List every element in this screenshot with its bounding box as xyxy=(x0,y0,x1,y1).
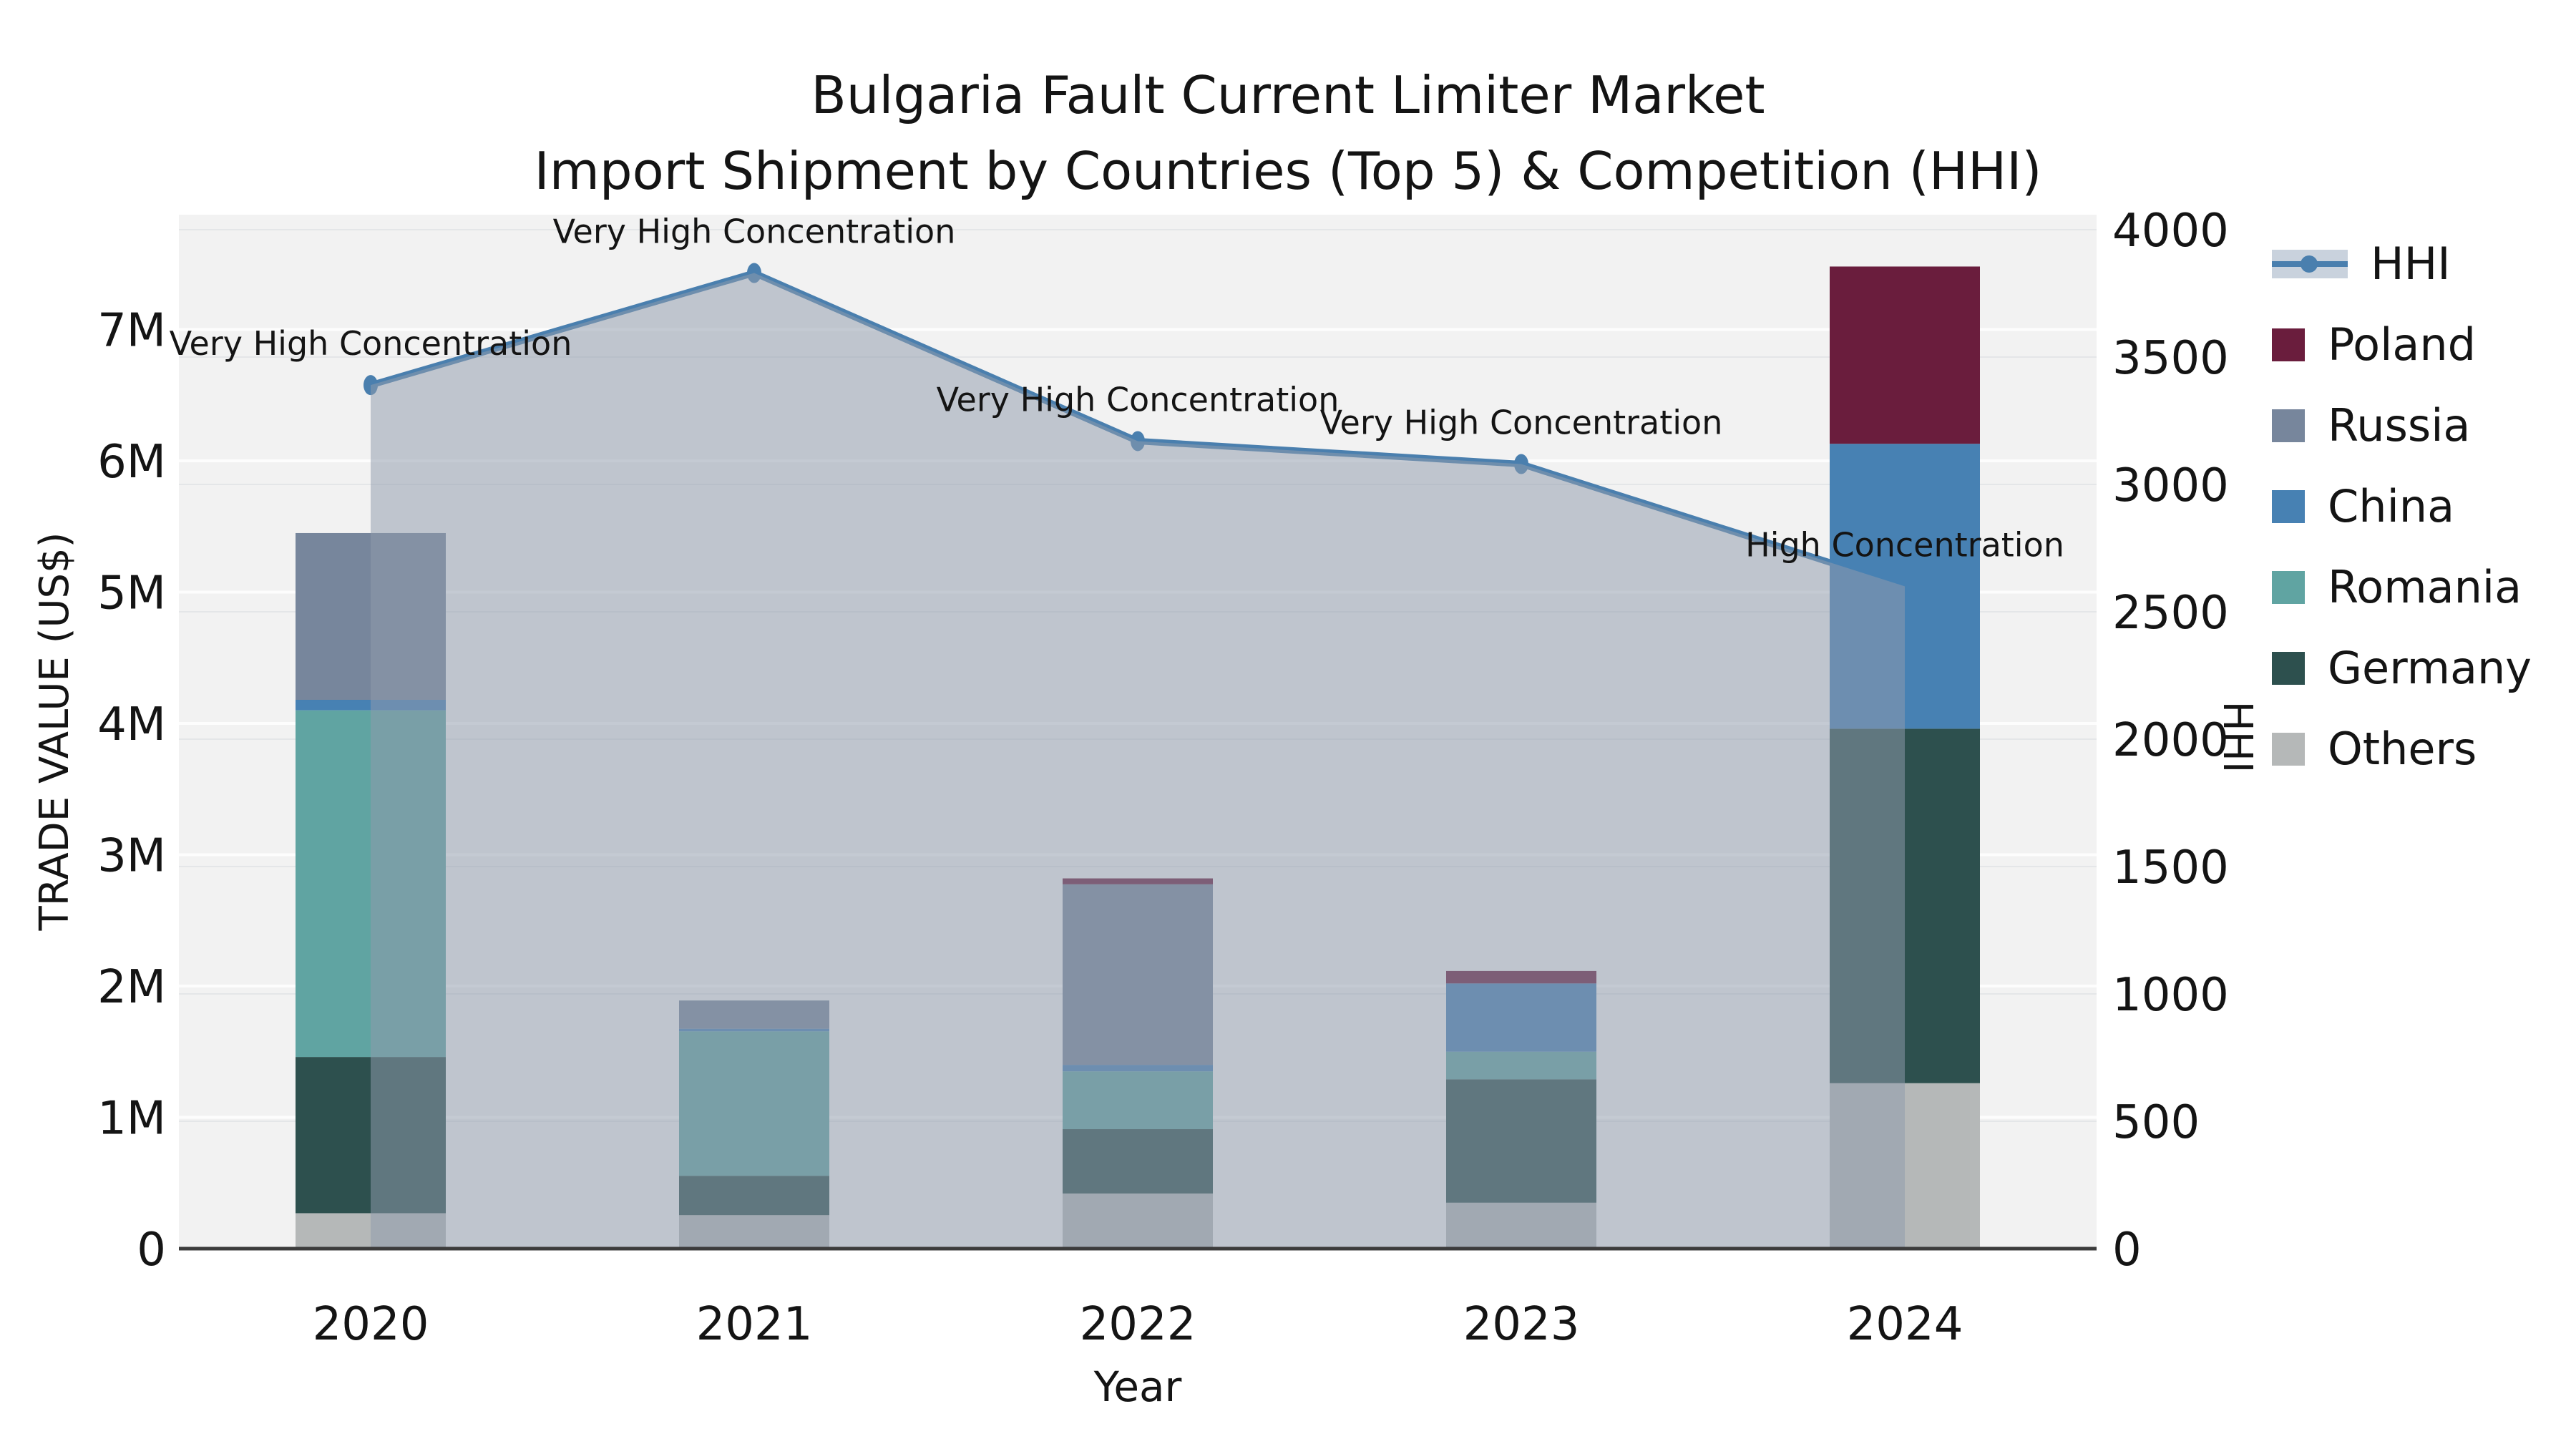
x-tick-label: 2024 xyxy=(1847,1298,1963,1351)
x-tick-label: 2020 xyxy=(313,1298,429,1351)
y-left-tick-label: 7M xyxy=(97,305,166,358)
legend-swatch-poland xyxy=(2272,328,2305,361)
y-left-tick-label: 4M xyxy=(97,698,166,751)
hhi-annotation: High Concentration xyxy=(1745,525,2064,564)
chart-title: Bulgaria Fault Current Limiter Market Im… xyxy=(0,57,2576,209)
hhi-annotation: Very High Concentration xyxy=(170,324,572,363)
y-left-tick-label: 2M xyxy=(97,961,166,1014)
legend-swatch-romania xyxy=(2272,570,2305,604)
legend-swatch-others xyxy=(2272,732,2305,766)
y-right-tick-label: 4000 xyxy=(2112,205,2229,258)
legend-item-germany: Germany xyxy=(2272,642,2532,694)
legend-label: Others xyxy=(2328,723,2477,775)
y-right-tick-label: 1500 xyxy=(2112,841,2229,894)
y-right-tick-label: 500 xyxy=(2112,1096,2200,1149)
y-right-tick-label: 2500 xyxy=(2112,587,2229,640)
y-right-tick-label: 0 xyxy=(2112,1224,2142,1277)
y-left-axis-title: TRADE VALUE (US$) xyxy=(31,532,78,932)
x-tick-label: 2023 xyxy=(1463,1298,1580,1351)
y-right-tick-label: 3000 xyxy=(2112,459,2229,512)
hhi-annotation: Very High Concentration xyxy=(1320,404,1723,442)
legend-label: Poland xyxy=(2328,318,2476,371)
legend-swatch-germany xyxy=(2272,651,2305,685)
y-right-tick-label: 2000 xyxy=(2112,714,2229,767)
legend-hhi-marker xyxy=(2301,255,2318,273)
hhi-annotation: Very High Concentration xyxy=(553,213,956,251)
y-right-tick-label: 3500 xyxy=(2112,332,2229,385)
legend-label: Romania xyxy=(2328,561,2522,613)
x-tick-label: 2022 xyxy=(1080,1298,1196,1351)
hhi-area-fill xyxy=(371,273,1905,1249)
y-left-tick-label: 1M xyxy=(97,1093,166,1146)
legend-item-others: Others xyxy=(2272,723,2532,775)
y-left-tick-label: 3M xyxy=(97,830,166,883)
legend-swatch-russia xyxy=(2272,409,2305,442)
legend-swatch-china xyxy=(2272,489,2305,523)
chart-title-line1: Bulgaria Fault Current Limiter Market xyxy=(811,65,1765,125)
legend-item-china: China xyxy=(2272,480,2532,532)
legend-label: Russia xyxy=(2328,399,2471,452)
y-left-tick-label: 5M xyxy=(97,567,166,620)
legend-label: Germany xyxy=(2328,642,2532,694)
legend: HHI Poland Russia China Romania Germany Others xyxy=(2272,238,2532,775)
y-left-tick-label: 0 xyxy=(137,1224,166,1277)
legend-item-hhi: HHI xyxy=(2272,238,2532,290)
y-left-tick-label: 6M xyxy=(97,436,166,489)
hhi-annotation: Very High Concentration xyxy=(937,380,1340,419)
legend-item-poland: Poland xyxy=(2272,318,2532,371)
x-tick-label: 2021 xyxy=(696,1298,813,1351)
legend-item-romania: Romania xyxy=(2272,561,2532,613)
y-right-tick-label: 1000 xyxy=(2112,969,2229,1022)
x-axis-title: Year xyxy=(1093,1362,1182,1411)
legend-label: HHI xyxy=(2371,238,2451,290)
legend-hhi-line-icon xyxy=(2272,249,2348,278)
chart-title-line2: Import Shipment by Countries (Top 5) & C… xyxy=(534,141,2042,201)
legend-label: China xyxy=(2328,480,2455,532)
bar-segment-poland-2024 xyxy=(1830,266,1980,444)
legend-item-russia: Russia xyxy=(2272,399,2532,452)
y-right-axis-title: HHI xyxy=(2214,701,2260,774)
